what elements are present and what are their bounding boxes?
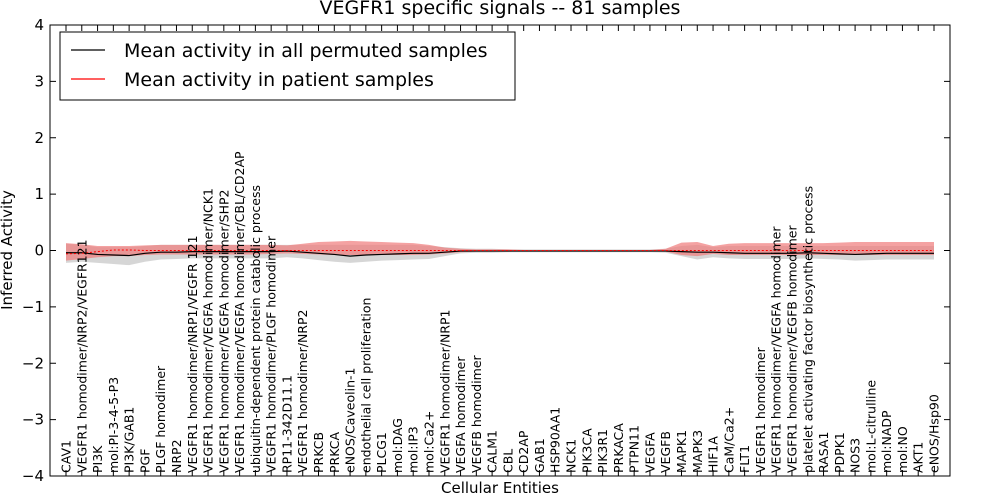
y-axis-label: Inferred Activity bbox=[0, 190, 16, 310]
y-tick-label: 3 bbox=[34, 72, 44, 90]
x-axis: CAV1 VEGFR1 homodimer/NRP2/VEGFR121 PI3K mo… bbox=[59, 25, 942, 476]
x-tick-label: VEGFR1 homodimer/NRP2 bbox=[295, 310, 310, 473]
legend-label-permuted: Mean activity in all permuted samples bbox=[124, 40, 487, 62]
x-tick-label: RASA1 bbox=[816, 432, 831, 473]
x-tick-label: PIK3CA bbox=[579, 428, 594, 473]
y-tick-label: −2 bbox=[22, 354, 44, 372]
x-tick-label: VEGFR1 homodimer/VEGFA homodimer/CBL/CD2… bbox=[232, 151, 247, 473]
x-tick-label: PRKACA bbox=[611, 423, 626, 473]
legend-label-patient: Mean activity in patient samples bbox=[124, 69, 434, 91]
series-line-permuted bbox=[66, 250, 934, 257]
x-tick-label: MAPK1 bbox=[674, 430, 689, 473]
y-tick-label: 0 bbox=[34, 242, 44, 260]
x-tick-label: CaM/Ca2+ bbox=[721, 407, 736, 473]
x-tick-label: VEGFR1 homodimer/VEGFA homodimer bbox=[769, 226, 784, 473]
x-axis-label: Cellular Entities bbox=[441, 479, 559, 497]
x-tick-label: eNOS/Caveolin-1 bbox=[343, 368, 358, 473]
legend: Mean activity in all permuted samples Me… bbox=[59, 31, 516, 101]
x-tick-label: mol:Ca2+ bbox=[421, 411, 436, 473]
x-tick-label: VEGFR1 homodimer/NRP2/VEGFR121 bbox=[74, 239, 89, 473]
x-tick-label: PRKCB bbox=[311, 432, 326, 473]
x-tick-label: mol:L-citrulline bbox=[863, 380, 878, 473]
x-tick-label: mol:PI-3-4-5-P3 bbox=[106, 377, 121, 473]
x-tick-label: platelet activating factor biosynthetic … bbox=[800, 186, 815, 473]
x-tick-label: VEGFA homodimer bbox=[453, 356, 468, 473]
x-tick-label: PLCG1 bbox=[374, 432, 389, 473]
line-layer bbox=[65, 249, 934, 257]
x-tick-label: PI3K bbox=[90, 445, 105, 473]
x-tick-label: AKT1 bbox=[911, 442, 926, 473]
x-tick-label: NCK1 bbox=[564, 439, 579, 473]
x-tick-label: ubiquitin-dependent protein catabolic pr… bbox=[248, 185, 263, 473]
x-tick-label: mol:NO bbox=[895, 426, 910, 473]
x-tick-label: PGF bbox=[137, 449, 152, 473]
chart-title: VEGFR1 specific signals -- 81 samples bbox=[320, 0, 681, 19]
x-tick-label: VEGFR1 homodimer/VEGFA homodimer/NCK1 bbox=[201, 188, 216, 473]
x-tick-label: PIK3R1 bbox=[595, 429, 610, 473]
x-tick-label: PDPK1 bbox=[832, 432, 847, 473]
y-axis: 4 3 2 1 0 −1 −2 −3 −4 bbox=[22, 16, 950, 485]
x-tick-label: VEGFA bbox=[642, 432, 657, 473]
x-tick-label: VEGFR1 homodimer/VEGFA homodimer/SHP2 bbox=[216, 189, 231, 473]
series-line-patient bbox=[65, 249, 934, 255]
y-tick-label: 2 bbox=[34, 129, 44, 147]
y-tick-label: 4 bbox=[34, 16, 44, 34]
x-tick-label: CAV1 bbox=[59, 440, 74, 473]
x-tick-label: PI3K/GAB1 bbox=[122, 407, 137, 473]
x-tick-label: VEGFB homodimer bbox=[469, 354, 484, 473]
x-tick-label: PTPN11 bbox=[627, 425, 642, 473]
x-tick-label: CALM1 bbox=[485, 430, 500, 473]
x-tick-label: MAPK3 bbox=[690, 430, 705, 473]
x-tick-label: PRKCA bbox=[327, 432, 342, 473]
y-tick-label: −1 bbox=[22, 298, 44, 316]
x-tick-label: CD2AP bbox=[516, 430, 531, 473]
y-tick-label: 1 bbox=[34, 185, 44, 203]
x-tick-label: VEGFR1 homodimer/VEGFB homodimer bbox=[784, 225, 799, 473]
x-tick-label: NRP2 bbox=[169, 439, 184, 473]
y-tick-label: −4 bbox=[22, 467, 44, 485]
x-tick-label: mol:IP3 bbox=[406, 426, 421, 473]
x-tick-label: endothelial cell proliferation bbox=[358, 298, 373, 473]
x-tick-label: VEGFR1 homodimer/PLGF homodimer bbox=[264, 235, 279, 473]
x-tick-label: CBL bbox=[500, 449, 515, 473]
x-tick-label: NOS3 bbox=[848, 438, 863, 473]
x-tick-label: eNOS/Hsp90 bbox=[927, 394, 942, 473]
x-tick-label: FLT1 bbox=[737, 445, 752, 473]
x-tick-label: VEGFR1 homodimer/NRP1 bbox=[437, 310, 452, 473]
x-tick-label: VEGFB bbox=[658, 431, 673, 473]
x-tick-label: HSP90AA1 bbox=[548, 407, 563, 473]
x-tick-label: VEGFR1 homodimer bbox=[753, 346, 768, 473]
x-tick-label: VEGFR1 homodimer/NRP1/VEGFR 121 bbox=[185, 235, 200, 473]
x-tick-label: RP11-342D11.1 bbox=[279, 375, 294, 473]
x-tick-label: HIF1A bbox=[706, 436, 721, 473]
x-tick-label: PLGF homodimer bbox=[153, 365, 168, 473]
x-tick-label: mol:DAG bbox=[390, 418, 405, 473]
y-tick-label: −3 bbox=[22, 411, 44, 429]
x-tick-label: mol:NADP bbox=[879, 410, 894, 473]
legend-box bbox=[59, 31, 516, 101]
x-tick-label: GAB1 bbox=[532, 438, 547, 473]
